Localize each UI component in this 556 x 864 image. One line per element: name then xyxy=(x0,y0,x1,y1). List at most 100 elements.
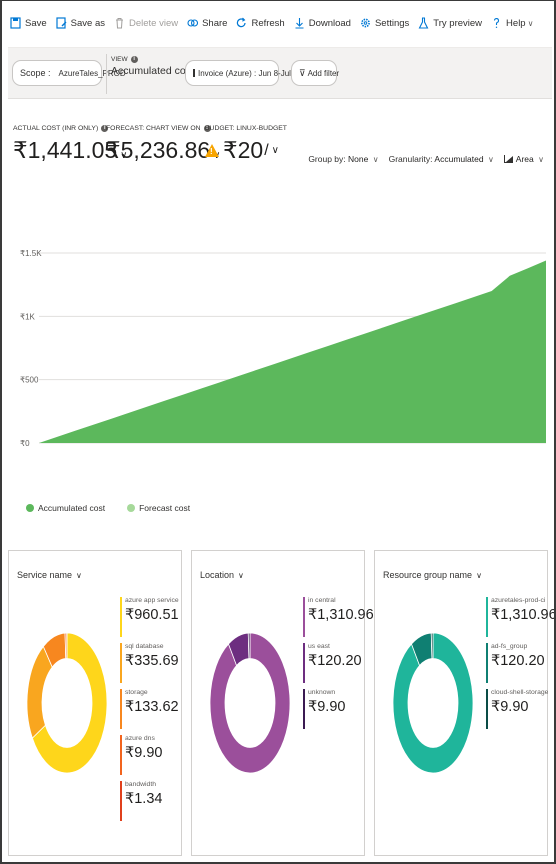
delete-view-button[interactable]: Delete view xyxy=(114,17,178,29)
chevron-down-icon: ∨ xyxy=(238,571,244,580)
share-button[interactable]: Share xyxy=(187,17,227,29)
donut-slice[interactable] xyxy=(430,632,434,659)
scope-pill[interactable]: Scope : AzureTales_PROD xyxy=(12,60,126,86)
item-value: ₹9.90 xyxy=(491,699,529,715)
warning-icon: ! xyxy=(205,144,219,157)
breakdown-header-dropdown[interactable]: Resource group name ∨ xyxy=(383,570,482,580)
question-icon xyxy=(491,17,502,29)
info-icon: i xyxy=(101,125,109,132)
color-swatch xyxy=(120,781,122,821)
share-icon xyxy=(187,17,199,29)
granularity-dropdown[interactable]: Granularity: Accumulated ∨ xyxy=(388,154,494,164)
item-name: cloud-shell-storage-... xyxy=(491,689,548,696)
color-swatch xyxy=(303,689,305,729)
breakdown-header-dropdown[interactable]: Location ∨ xyxy=(200,570,244,580)
item-name: us east xyxy=(308,643,330,650)
color-swatch xyxy=(303,643,305,683)
donut-slice[interactable] xyxy=(26,645,53,739)
donut-slice[interactable] xyxy=(247,632,251,659)
item-value: ₹1.34 xyxy=(125,791,163,807)
legend-item-accumulated[interactable]: Accumulated cost xyxy=(26,503,105,513)
color-swatch xyxy=(303,597,305,637)
breakdown-list-item[interactable]: cloud-shell-storage-... ₹9.90 xyxy=(486,689,548,735)
trash-icon xyxy=(114,17,125,29)
chevron-down-icon: ∨ xyxy=(372,155,379,164)
breakdown-list-item[interactable]: azuretales-prod-ci ₹1,310.96 xyxy=(486,597,554,643)
breakdown-list-item[interactable]: us east ₹120.20 xyxy=(303,643,365,689)
item-value: ₹120.20 xyxy=(491,653,545,669)
item-value: ₹335.69 xyxy=(125,653,179,669)
try-preview-button[interactable]: Try preview xyxy=(418,17,482,29)
item-name: azuretales-prod-ci xyxy=(491,597,546,604)
item-value: ₹133.62 xyxy=(125,699,179,715)
filter-bar: Scope : AzureTales_PROD VIEW i Accumulate… xyxy=(8,47,552,99)
item-name: ad-fs_group xyxy=(491,643,528,650)
donut-chart xyxy=(209,632,291,774)
color-swatch xyxy=(486,689,488,729)
y-tick-label: ₹0 xyxy=(20,439,30,448)
download-button[interactable]: Download xyxy=(294,17,351,29)
chevron-down-icon: ∨ xyxy=(527,18,534,28)
area-chart-icon xyxy=(503,155,513,163)
item-name: storage xyxy=(125,689,148,696)
save-as-button[interactable]: Save as xyxy=(56,17,105,29)
chart-type-dropdown[interactable]: Area ∨ xyxy=(503,154,544,164)
info-icon: i xyxy=(130,56,138,63)
info-icon: i xyxy=(203,125,211,132)
legend-swatch xyxy=(127,504,136,512)
y-tick-label: ₹1K xyxy=(20,312,36,321)
settings-button[interactable]: Settings xyxy=(360,17,409,29)
breakdown-list-item[interactable]: in central ₹1,310.96 xyxy=(303,597,374,643)
breakdown-list: azure app service ₹960.51 sql database ₹335… xyxy=(120,597,182,827)
breakdown-header-dropdown[interactable]: Service name ∨ xyxy=(17,570,82,580)
add-filter-icon: ⊽ xyxy=(299,67,306,78)
breakdown-list-item[interactable]: azure app service ₹960.51 xyxy=(120,597,182,643)
refresh-icon xyxy=(236,17,247,29)
breakdown-list-item[interactable]: azure dns ₹9.90 xyxy=(120,735,182,781)
donut-slice[interactable] xyxy=(209,632,291,774)
save-icon xyxy=(10,17,21,29)
legend-swatch xyxy=(26,504,34,512)
chevron-down-icon: ∨ xyxy=(271,145,279,156)
donut-slice[interactable] xyxy=(31,632,108,774)
item-value: ₹9.90 xyxy=(125,745,163,761)
item-name: bandwidth xyxy=(125,781,156,788)
color-swatch xyxy=(120,689,122,729)
help-button[interactable]: Help ∨ xyxy=(491,17,533,29)
item-name: azure dns xyxy=(125,735,155,742)
budget-kpi[interactable]: BUDGET: LINUX-BUDGET ! ₹20 / ∨ xyxy=(205,125,287,163)
forecast-kpi[interactable]: FORECAST: CHART VIEW ON i ₹5,236.86 ∨ xyxy=(106,125,221,163)
breakdown-list-item[interactable]: sql database ₹335.69 xyxy=(120,643,182,689)
item-name: azure app service xyxy=(125,597,179,604)
breakdown-list-item[interactable]: bandwidth ₹1.34 xyxy=(120,781,182,827)
invoice-filter-pill[interactable]: Invoice (Azure) : Jun 8-Jul 7 ∨ xyxy=(185,60,305,86)
item-value: ₹1,310.96 xyxy=(308,607,374,623)
breakdown-header-label: Resource group name xyxy=(383,570,473,580)
download-icon xyxy=(294,17,305,29)
refresh-button[interactable]: Refresh xyxy=(236,17,285,29)
actual-cost-kpi[interactable]: ACTUAL COST (INR ONLY) i ₹1,441.05 ∨ xyxy=(13,125,128,163)
chart-options: Group by: None ∨ Granularity: Accumulate… xyxy=(308,154,544,164)
save-as-icon xyxy=(56,17,67,29)
add-filter-button[interactable]: ⊽ Add filter xyxy=(291,60,339,86)
breakdown-list: in central ₹1,310.96 us east ₹120.20 unknown… xyxy=(303,597,374,735)
color-swatch xyxy=(120,597,122,637)
command-bar: Save Save as Delete view Share Refresh D… xyxy=(2,1,554,45)
breakdown-card: Service name ∨ azure app service ₹960.51 sql… xyxy=(8,550,182,856)
color-swatch xyxy=(486,643,488,683)
chevron-down-icon: ∨ xyxy=(76,571,82,580)
group-by-dropdown[interactable]: Group by: None ∨ xyxy=(308,154,379,164)
breakdown-header-label: Service name xyxy=(17,570,73,580)
breakdown-list-item[interactable]: ad-fs_group ₹120.20 xyxy=(486,643,548,689)
y-tick-label: ₹1.5K xyxy=(20,249,42,258)
save-button[interactable]: Save xyxy=(10,17,47,29)
calendar-icon xyxy=(193,69,195,77)
legend-item-forecast[interactable]: Forecast cost xyxy=(127,503,190,513)
donut-slice[interactable] xyxy=(392,632,474,774)
breakdown-list-item[interactable]: storage ₹133.62 xyxy=(120,689,182,735)
color-swatch xyxy=(486,597,488,637)
item-value: ₹120.20 xyxy=(308,653,362,669)
breakdown-list-item[interactable]: unknown ₹9.90 xyxy=(303,689,365,735)
item-name: sql database xyxy=(125,643,164,650)
